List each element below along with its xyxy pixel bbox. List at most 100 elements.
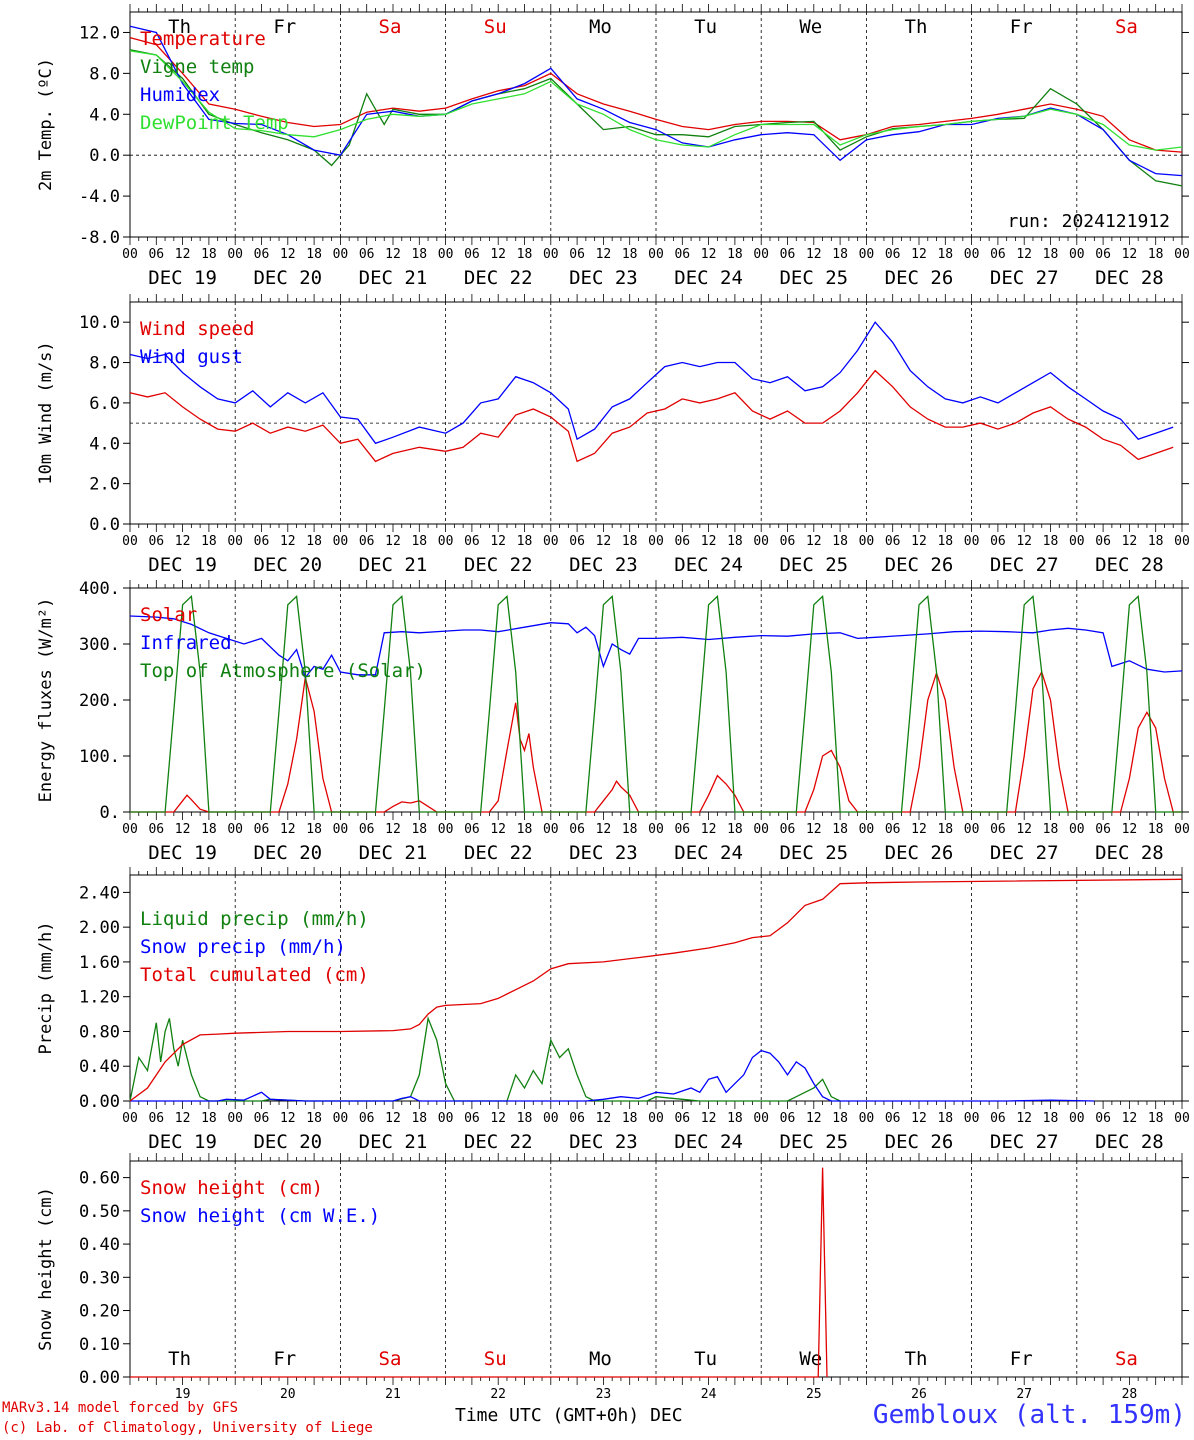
panel-5-weekday: Th [168, 1348, 191, 1370]
panel-1-day-label: DEC 28 [1095, 267, 1164, 289]
panel-4-hour-label: 00 [964, 1111, 980, 1126]
panel-3-legend-1: Solar [140, 604, 197, 626]
panel-3-hour-label: 06 [464, 822, 480, 837]
panel-2-hour-label: 12 [280, 534, 296, 549]
panel-1-weekday: Sa [1115, 16, 1138, 38]
panel-2-hour-label: 06 [990, 534, 1006, 549]
panel-3-day-label: DEC 20 [253, 842, 322, 864]
panel-1-weekday: Sa [379, 16, 402, 38]
panel-1-hour-label: 12 [911, 247, 927, 262]
panel-3-hour-label: 00 [859, 822, 875, 837]
panel-1-hour-label: 18 [517, 247, 533, 262]
panel-4-day-label: DEC 19 [148, 1131, 217, 1153]
panel-3-hour-label: 18 [411, 822, 427, 837]
panel-3-hour-label: 06 [569, 822, 585, 837]
panel-4-hour-label: 18 [832, 1111, 848, 1126]
panel-2-hour-label: 18 [727, 534, 743, 549]
panel-1-weekday: Su [484, 16, 507, 38]
panel-4-day-label: DEC 24 [674, 1131, 743, 1153]
panel-3-day-label: DEC 28 [1095, 842, 1164, 864]
panel-1-hour-label: 18 [937, 247, 953, 262]
panel-2-hour-label: 06 [885, 534, 901, 549]
panel-1-day-label: DEC 25 [779, 267, 848, 289]
panel-5-weekday: Mo [589, 1348, 612, 1370]
panel-2-hour-label: 18 [306, 534, 322, 549]
panel-4-ytick-label: 2.40 [79, 883, 120, 903]
panel-4-ylabel: Precip (mm/h) [36, 921, 56, 1054]
panel-2-day-label: DEC 22 [464, 554, 533, 576]
panel-4-hour-label: 12 [806, 1111, 822, 1126]
panel-3-hour-label: 00 [648, 822, 664, 837]
panel-3-hour-label: 06 [1095, 822, 1111, 837]
panel-3-hour-label: 12 [385, 822, 401, 837]
bottom-day-number: 26 [911, 1387, 927, 1400]
panel-1-weekday: Fr [1010, 16, 1033, 38]
panel-4-hour-label: 00 [227, 1111, 243, 1126]
panel-4-hour-label: 18 [622, 1111, 638, 1126]
panel-4-hour-label: 12 [596, 1111, 612, 1126]
panel-4-hour-label: 12 [280, 1111, 296, 1126]
panel-4-hour-label: 06 [254, 1111, 270, 1126]
panel-1-weekday: Mo [589, 16, 612, 38]
panel-1-series-1-line [129, 36, 1183, 153]
panel-1-ytick-label: 8.0 [89, 64, 120, 84]
panel-4-hour-label: 12 [1016, 1111, 1032, 1126]
panel-1-hour-label: 00 [122, 247, 138, 262]
panel-1-ytick-label: -8.0 [79, 228, 120, 248]
panel-4-day-label: DEC 20 [253, 1131, 322, 1153]
panel-2-hour-label: 00 [1174, 534, 1190, 549]
panel-2-hour-label: 00 [753, 534, 769, 549]
panel-2-hour-label: 00 [333, 534, 349, 549]
panel-1-hour-label: 00 [859, 247, 875, 262]
panel-3-hour-label: 06 [780, 822, 796, 837]
panel-3-hour-label: 12 [596, 822, 612, 837]
model-credit: MARv3.14 model forced by GFS [2, 1400, 239, 1416]
panel-3-hour-label: 18 [201, 822, 217, 837]
panel-4-hour-label: 18 [411, 1111, 427, 1126]
panel-1-hour-label: 00 [438, 247, 454, 262]
panel-1-hour-label: 18 [622, 247, 638, 262]
panel-1-hour-label: 06 [148, 247, 164, 262]
panel-1-day-label: DEC 22 [464, 267, 533, 289]
panel-3-hour-label: 06 [674, 822, 690, 837]
panel-1-hour-label: 06 [780, 247, 796, 262]
panel-4-day-label: DEC 25 [779, 1131, 848, 1153]
panel-1-hour-label: 06 [254, 247, 270, 262]
meteogram: 12.0 8.0 4.0 0.0 -4.0 -8.0 2m Temp. (ºC) 00 06 12… [36, 4, 1190, 1400]
panel-4-ytick-label: 1.60 [79, 953, 120, 973]
panel-3-hour-label: 18 [622, 822, 638, 837]
panel-1-hour-label: 00 [964, 247, 980, 262]
panel-2-ytick-label: 6.0 [89, 394, 120, 414]
bottom-day-number: 20 [280, 1387, 296, 1400]
panel-1-weekday: Tu [694, 16, 717, 38]
panel-3-hour-label: 00 [1174, 822, 1190, 837]
panel-2-hour-label: 18 [517, 534, 533, 549]
panel-4-hour-label: 18 [937, 1111, 953, 1126]
panel-1-weekday: Th [905, 16, 928, 38]
panel-2-hour-label: 00 [1069, 534, 1085, 549]
panel-2-ylabel: 10m Wind (m/s) [36, 341, 56, 484]
panel-2-hour-label: 12 [806, 534, 822, 549]
panel-4-hour-label: 18 [306, 1111, 322, 1126]
panel-3-ytick-label: 0. [100, 803, 120, 823]
panel-4-hour-label: 00 [1174, 1111, 1190, 1126]
panel-3-day-label: DEC 23 [569, 842, 638, 864]
panel-3-hour-label: 00 [333, 822, 349, 837]
panel-2-hour-label: 06 [359, 534, 375, 549]
panel-3-day-label: DEC 24 [674, 842, 743, 864]
panel-3-hour-label: 00 [227, 822, 243, 837]
panel-4-hour-label: 00 [1069, 1111, 1085, 1126]
panel-5-ytick-label: 0.60 [79, 1169, 120, 1189]
panel-3-hour-label: 06 [148, 822, 164, 837]
panel-1-ylabel: 2m Temp. (ºC) [36, 58, 56, 191]
panel-4-day-label: DEC 28 [1095, 1131, 1164, 1153]
panel-4-legend-2: Snow precip (mm/h) [140, 936, 346, 958]
panel-4-hour-label: 06 [359, 1111, 375, 1126]
panel-4-hour-label: 06 [1095, 1111, 1111, 1126]
panel-2-hour-label: 00 [227, 534, 243, 549]
panel-1-day-label: DEC 27 [990, 267, 1059, 289]
bottom-day-number: 25 [806, 1387, 822, 1400]
panel-1-series-3-line [129, 25, 1183, 177]
panel-2-hour-label: 18 [937, 534, 953, 549]
bottom-day-number: 27 [1016, 1387, 1032, 1400]
